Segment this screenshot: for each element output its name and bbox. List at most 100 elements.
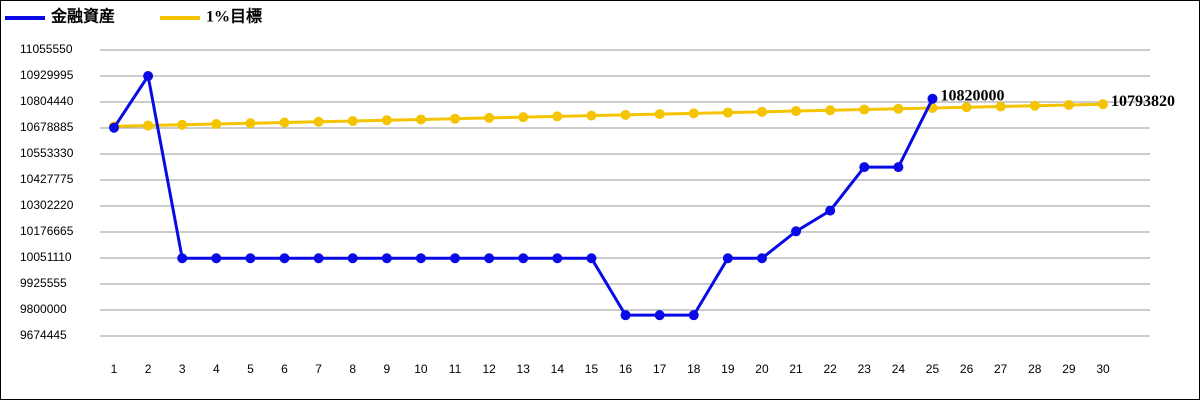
x-tick-label: 30 <box>1096 362 1110 376</box>
x-tick-label: 25 <box>926 362 940 376</box>
data-point <box>927 93 938 104</box>
x-tick-label: 16 <box>619 362 633 376</box>
data-point <box>143 70 154 81</box>
x-tick-label: 13 <box>517 362 531 376</box>
x-tick-label: 8 <box>349 362 356 376</box>
y-tick-label: 10804440 <box>20 94 74 108</box>
data-point <box>279 253 290 264</box>
x-tick-label: 21 <box>789 362 803 376</box>
data-point <box>586 110 597 121</box>
x-tick-label: 26 <box>960 362 974 376</box>
data-point <box>518 253 529 264</box>
data-point <box>893 103 904 114</box>
data-point <box>995 101 1006 112</box>
x-tick-label: 27 <box>994 362 1008 376</box>
y-tick-label: 10051110 <box>20 250 72 264</box>
data-point <box>177 119 188 130</box>
data-point <box>177 253 188 264</box>
data-point <box>484 253 495 264</box>
data-point <box>825 205 836 216</box>
x-tick-label: 1 <box>111 362 118 376</box>
data-point <box>620 310 631 321</box>
data-point <box>1063 99 1074 110</box>
x-tick-label: 23 <box>858 362 872 376</box>
x-tick-label: 22 <box>823 362 837 376</box>
data-point <box>586 253 597 264</box>
y-tick-label: 10553330 <box>20 146 74 160</box>
x-tick-label: 20 <box>755 362 769 376</box>
y-tick-label: 10678885 <box>20 120 74 134</box>
x-tick-label: 19 <box>721 362 735 376</box>
data-point <box>415 253 426 264</box>
y-tick-label: 10929995 <box>20 68 74 82</box>
x-tick-label: 5 <box>247 362 254 376</box>
x-tick-label: 18 <box>687 362 701 376</box>
y-tick-label: 11055550 <box>20 42 73 56</box>
data-point <box>722 253 733 264</box>
data-point <box>245 118 256 129</box>
value-label: 10820000 <box>940 87 1004 104</box>
y-tick-label: 10302220 <box>20 198 74 212</box>
data-point <box>654 109 665 120</box>
data-point <box>347 115 358 126</box>
data-point <box>825 105 836 116</box>
data-point <box>756 253 767 264</box>
data-point <box>1029 100 1040 111</box>
data-point <box>893 162 904 173</box>
data-point <box>211 253 222 264</box>
x-tick-label: 12 <box>482 362 496 376</box>
data-point <box>722 107 733 118</box>
data-point <box>791 226 802 237</box>
data-point <box>450 253 461 264</box>
legend-text: 金融資産 <box>50 7 115 26</box>
x-tick-label: 6 <box>281 362 288 376</box>
data-point <box>791 106 802 117</box>
data-point <box>859 104 870 115</box>
data-point <box>1098 99 1108 110</box>
x-tick-label: 24 <box>892 362 906 376</box>
data-point <box>279 117 290 128</box>
x-tick-label: 17 <box>653 362 667 376</box>
data-point <box>518 112 529 123</box>
data-point <box>415 114 426 125</box>
x-tick-label: 28 <box>1028 362 1042 376</box>
data-point <box>688 108 699 119</box>
data-point <box>450 113 461 124</box>
x-tick-label: 9 <box>383 362 390 376</box>
data-point <box>484 112 495 123</box>
data-point <box>211 119 222 130</box>
data-point <box>245 253 256 264</box>
y-tick-label: 10176665 <box>20 224 74 238</box>
data-point <box>552 253 563 264</box>
x-tick-label: 7 <box>315 362 322 376</box>
x-tick-label: 4 <box>213 362 220 376</box>
data-point <box>381 253 392 264</box>
data-point <box>347 253 358 264</box>
data-point <box>756 106 767 117</box>
data-point <box>313 253 324 264</box>
data-point <box>143 120 154 131</box>
data-point <box>313 116 324 127</box>
series-line <box>113 102 1104 128</box>
legend-text: 1%目標 <box>206 7 262 26</box>
x-tick-label: 29 <box>1062 362 1076 376</box>
value-label: 10793820 <box>1111 93 1175 110</box>
data-point <box>859 162 870 173</box>
y-tick-label: 9925555 <box>20 276 67 290</box>
data-point <box>688 310 699 321</box>
data-point <box>620 109 631 120</box>
data-point <box>109 122 119 133</box>
y-tick-label: 9800000 <box>20 302 67 316</box>
x-tick-label: 15 <box>585 362 599 376</box>
y-tick-label: 10427775 <box>20 172 74 186</box>
x-tick-label: 10 <box>414 362 428 376</box>
data-point <box>961 102 972 113</box>
y-tick-label: 9674445 <box>20 328 67 342</box>
data-point <box>654 310 665 321</box>
x-tick-label: 14 <box>551 362 565 376</box>
x-tick-label: 3 <box>179 362 186 376</box>
data-point <box>552 111 563 122</box>
x-tick-label: 2 <box>145 362 152 376</box>
x-tick-label: 11 <box>449 362 462 376</box>
